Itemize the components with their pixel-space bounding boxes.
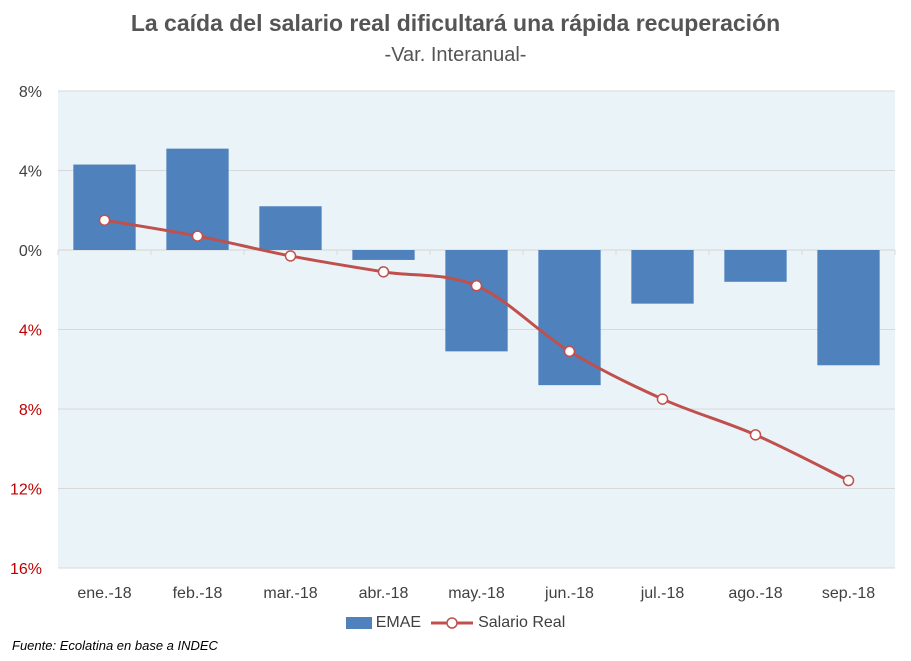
point-salario-real xyxy=(470,280,483,292)
legend-bar-swatch xyxy=(345,617,372,629)
y-tick-label: 8% xyxy=(19,84,42,101)
source-note: Fuente: Ecolatina en base a INDEC xyxy=(12,638,218,653)
x-tick-label: sep.-18 xyxy=(822,585,875,602)
legend: EMAE Salario Real xyxy=(0,614,911,632)
legend-label-emae: EMAE xyxy=(375,614,422,631)
legend-item-salario: Salario Real xyxy=(429,614,565,632)
point-salario-real xyxy=(377,266,390,278)
x-tick-label: mar.-18 xyxy=(263,585,317,602)
point-salario-real xyxy=(563,345,576,358)
chart-title: La caída del salario real dificultará un… xyxy=(130,10,781,36)
y-tick-label: 16% xyxy=(10,561,42,578)
chart-subtitle: -Var. Interanual- xyxy=(384,44,527,66)
y-tick-label: 8% xyxy=(19,402,42,419)
legend-line-swatch xyxy=(431,617,474,629)
point-salario-real xyxy=(656,393,669,405)
bar-emae xyxy=(817,250,880,366)
x-tick-label: ene.-18 xyxy=(77,585,131,602)
bar-emae xyxy=(445,250,508,352)
legend-item-emae: EMAE xyxy=(345,614,422,632)
x-tick-label: jul.-18 xyxy=(640,585,685,602)
x-tick-label: may.-18 xyxy=(448,585,505,602)
x-tick-label: abr.-18 xyxy=(359,585,409,602)
legend-label-salario: Salario Real xyxy=(478,614,566,631)
point-salario-real xyxy=(191,230,204,242)
bar-emae xyxy=(259,206,322,250)
bar-emae xyxy=(631,250,694,304)
y-tick-label: 12% xyxy=(10,482,42,499)
bar-emae xyxy=(73,164,136,250)
point-salario-real xyxy=(284,250,297,262)
bar-emae xyxy=(724,250,787,282)
point-salario-real xyxy=(749,429,762,441)
point-salario-real xyxy=(98,214,111,226)
y-tick-label: 4% xyxy=(19,323,42,340)
y-tick-label: 4% xyxy=(19,164,42,181)
x-tick-label: feb.-18 xyxy=(173,585,223,602)
x-tick-label: jun.-18 xyxy=(544,585,594,602)
point-salario-real xyxy=(842,474,855,487)
x-tick-label: ago.-18 xyxy=(728,585,782,602)
y-tick-label: 0% xyxy=(19,243,42,260)
bar-emae xyxy=(352,250,415,260)
